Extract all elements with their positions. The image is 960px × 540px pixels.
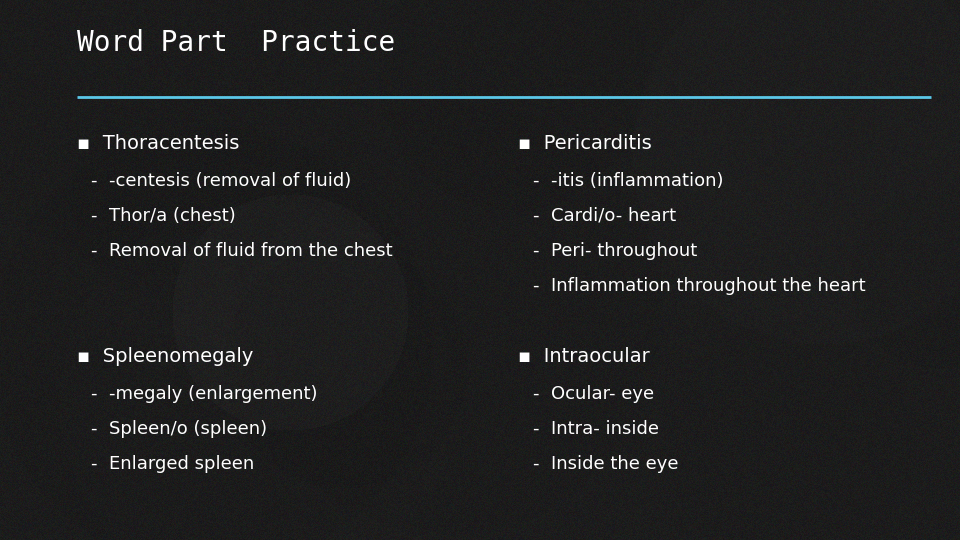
Text: -  Inside the eye: - Inside the eye (533, 455, 679, 474)
Text: ▪  Spleenomegaly: ▪ Spleenomegaly (77, 347, 253, 366)
Text: -  Ocular- eye: - Ocular- eye (533, 385, 654, 403)
Text: ▪  Thoracentesis: ▪ Thoracentesis (77, 133, 239, 153)
Text: -  -itis (inflammation): - -itis (inflammation) (533, 172, 723, 190)
Text: -  -megaly (enlargement): - -megaly (enlargement) (91, 385, 318, 403)
Text: ▪  Pericarditis: ▪ Pericarditis (518, 133, 652, 153)
Text: Word Part  Practice: Word Part Practice (77, 29, 396, 57)
Text: -  Cardi/o- heart: - Cardi/o- heart (533, 207, 676, 225)
Text: -  -centesis (removal of fluid): - -centesis (removal of fluid) (91, 172, 351, 190)
Text: -  Inflammation throughout the heart: - Inflammation throughout the heart (533, 277, 865, 295)
Text: ▪  Intraocular: ▪ Intraocular (518, 347, 650, 366)
Text: -  Intra- inside: - Intra- inside (533, 420, 659, 438)
Text: -  Enlarged spleen: - Enlarged spleen (91, 455, 254, 474)
Text: -  Thor/a (chest): - Thor/a (chest) (91, 207, 236, 225)
Text: -  Spleen/o (spleen): - Spleen/o (spleen) (91, 420, 267, 438)
Text: -  Removal of fluid from the chest: - Removal of fluid from the chest (91, 242, 393, 260)
Text: -  Peri- throughout: - Peri- throughout (533, 242, 697, 260)
